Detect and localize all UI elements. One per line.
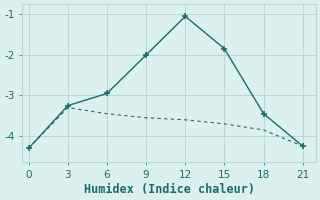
- X-axis label: Humidex (Indice chaleur): Humidex (Indice chaleur): [84, 183, 254, 196]
